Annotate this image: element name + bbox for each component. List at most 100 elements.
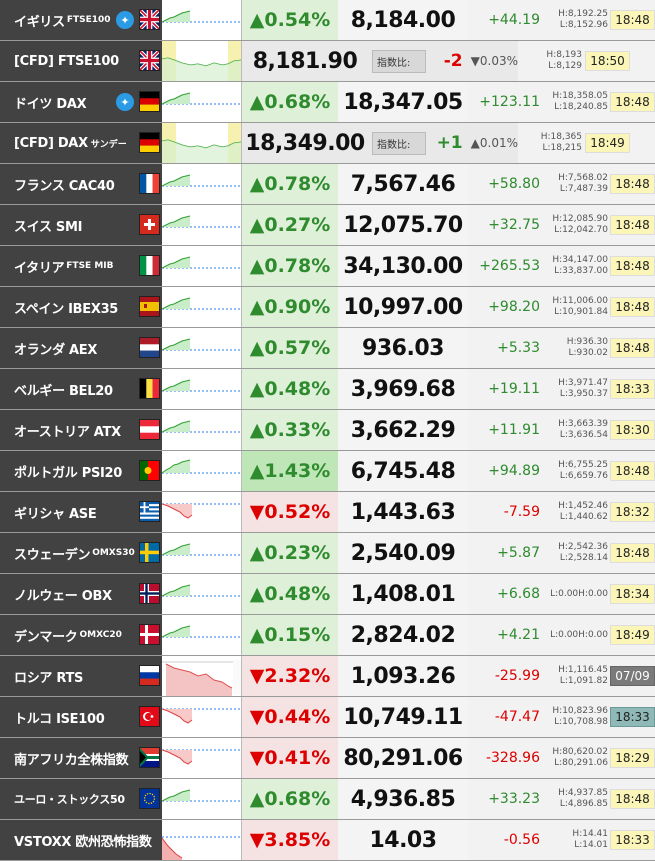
index-name-cell[interactable]: トルコ ISE100 bbox=[0, 697, 162, 737]
high-low: H:80,620.02 L:80,291.06 bbox=[546, 738, 610, 778]
day-low: L:3,950.37 bbox=[559, 389, 608, 399]
index-row[interactable]: ドイツ DAX ✦ ▲0.68% 18,347.05 +123.11 H:18,358.0… bbox=[0, 82, 655, 123]
intraday-chart[interactable] bbox=[162, 738, 242, 778]
index-row[interactable]: ポルトガル PSI20 ▲1.43% 6,745.48 +94.89 H:6,755.2… bbox=[0, 451, 655, 492]
intraday-chart[interactable] bbox=[162, 615, 242, 655]
index-name: ユーロ・ストックス50 bbox=[14, 793, 125, 806]
index-name-sub: サンデー bbox=[90, 139, 127, 150]
update-time-cell: 18:29 bbox=[610, 738, 655, 778]
index-name-cell[interactable]: ロシア RTS bbox=[0, 656, 162, 696]
index-name-cell[interactable]: スイス SMI bbox=[0, 205, 162, 245]
intraday-chart[interactable] bbox=[162, 287, 242, 327]
index-name: ノルウェー OBX bbox=[14, 588, 112, 604]
twitter-icon[interactable]: ✦ bbox=[116, 93, 134, 111]
update-time: 18:49 bbox=[610, 625, 655, 645]
intraday-chart[interactable] bbox=[162, 246, 242, 286]
index-name: スイス SMI bbox=[14, 219, 83, 235]
index-row[interactable]: ベルギー BEL20 ▲0.48% 3,969.68 +19.11 H:3,971.47… bbox=[0, 369, 655, 410]
index-row[interactable]: オーストリア ATX ▲0.33% 3,662.29 +11.91 H:3,663.39… bbox=[0, 410, 655, 451]
cfd-diff-percent: ▲0.01% bbox=[470, 136, 518, 150]
change-points: +32.75 bbox=[488, 217, 540, 233]
index-price: 34,130.00 bbox=[338, 246, 468, 286]
update-time-cell: 18:48 bbox=[610, 533, 655, 573]
index-name-sub: FTSE MIB bbox=[66, 261, 114, 271]
intraday-chart[interactable] bbox=[162, 574, 242, 614]
intraday-chart[interactable] bbox=[162, 369, 242, 409]
index-name-cell[interactable]: ノルウェー OBX bbox=[0, 574, 162, 614]
index-name: 南アフリカ全株指数 bbox=[14, 752, 129, 768]
day-high: H:1,116.45 bbox=[558, 665, 608, 675]
high-low: H:18,365 L:18,215 bbox=[518, 123, 584, 163]
intraday-chart[interactable] bbox=[162, 41, 242, 81]
index-row[interactable]: イタリア FTSE MIB ▲0.78% 34,130.00 +265.53 H:34,1… bbox=[0, 246, 655, 287]
index-price: 2,540.09 bbox=[338, 533, 468, 573]
day-high: H:2,542.36 bbox=[558, 542, 608, 552]
index-name: スペイン IBEX35 bbox=[14, 301, 119, 317]
intraday-chart[interactable] bbox=[162, 205, 242, 245]
index-row[interactable]: デンマーク OMXC20 ▲0.15% 2,824.02 +4.21 L:0.00H:0.… bbox=[0, 615, 655, 656]
twitter-icon[interactable]: ✦ bbox=[116, 11, 134, 29]
intraday-chart[interactable] bbox=[162, 164, 242, 204]
update-time-cell: 18:48 bbox=[610, 164, 655, 204]
intraday-chart[interactable] bbox=[162, 451, 242, 491]
index-name: トルコ ISE100 bbox=[14, 711, 105, 727]
intraday-chart[interactable] bbox=[162, 533, 242, 573]
index-name-cell[interactable]: [CFD] DAX サンデー bbox=[0, 123, 162, 163]
update-time-cell: 18:48 bbox=[610, 205, 655, 245]
index-row[interactable]: イギリス FTSE100 ✦ ▲0.54% 8,184.00 +44.19 H:8,192.… bbox=[0, 0, 655, 41]
index-row[interactable]: スウェーデン OMXS30 ▲0.23% 2,540.09 +5.87 H:2,542.3… bbox=[0, 533, 655, 574]
intraday-chart[interactable] bbox=[162, 328, 242, 368]
day-low: L:12,042.70 bbox=[554, 225, 608, 235]
index-row[interactable]: ギリシャ ASE ▼0.52% 1,443.63 -7.59 H:1,452.46 L:1… bbox=[0, 492, 655, 533]
index-row[interactable]: スペイン IBEX35 ▲0.90% 10,997.00 +98.20 H:11,006… bbox=[0, 287, 655, 328]
intraday-chart[interactable] bbox=[162, 779, 242, 819]
index-row[interactable]: オランダ AEX ▲0.57% 936.03 +5.33 H:936.30 L:930.0… bbox=[0, 328, 655, 369]
change-percent: ▲0.23% bbox=[242, 533, 338, 573]
index-row[interactable]: ユーロ・ストックス50 ▲0.68% 4,936.85 +33.23 H:4,937.8… bbox=[0, 779, 655, 820]
index-name-cell[interactable]: デンマーク OMXC20 bbox=[0, 615, 162, 655]
index-name-cell[interactable]: ポルトガル PSI20 bbox=[0, 451, 162, 491]
high-low: H:6,755.25 L:6,659.76 bbox=[546, 451, 610, 491]
index-name-cell[interactable]: ベルギー BEL20 bbox=[0, 369, 162, 409]
index-name-cell[interactable]: ユーロ・ストックス50 bbox=[0, 779, 162, 819]
index-name-cell[interactable]: イギリス FTSE100 ✦ bbox=[0, 0, 162, 40]
index-name-cell[interactable]: イタリア FTSE MIB bbox=[0, 246, 162, 286]
index-row[interactable]: [CFD] FTSE100 8,181.90 指数比: -2 ▼0.03% H:8,193… bbox=[0, 41, 655, 82]
index-name-cell[interactable]: オーストリア ATX bbox=[0, 410, 162, 450]
intraday-chart[interactable] bbox=[162, 656, 242, 696]
intraday-chart[interactable] bbox=[162, 697, 242, 737]
intraday-chart[interactable] bbox=[162, 123, 242, 163]
day-high: H:1,452.46 bbox=[558, 501, 608, 511]
index-row[interactable]: トルコ ISE100 ▼0.44% 10,749.11 -47.47 H:10,823.… bbox=[0, 697, 655, 738]
index-name-cell[interactable]: スウェーデン OMXS30 bbox=[0, 533, 162, 573]
intraday-chart[interactable] bbox=[162, 820, 242, 860]
index-row[interactable]: ロシア RTS ▼2.32% 1,093.26 -25.99 H:1,116.45 L:1… bbox=[0, 656, 655, 697]
index-row[interactable]: [CFD] DAX サンデー 18,349.00 指数比: +1 ▲0.01% H:18,3… bbox=[0, 123, 655, 164]
intraday-chart[interactable] bbox=[162, 82, 242, 122]
index-row[interactable]: フランス CAC40 ▲0.78% 7,567.46 +58.80 H:7,568.02… bbox=[0, 164, 655, 205]
intraday-chart[interactable] bbox=[162, 0, 242, 40]
update-time-cell: 18:48 bbox=[610, 0, 655, 40]
change-points: +265.53 bbox=[479, 258, 540, 274]
index-row[interactable]: 南アフリカ全株指数 ▼0.41% 80,291.06 -328.96 H:80,620.… bbox=[0, 738, 655, 779]
index-name-cell[interactable]: スペイン IBEX35 bbox=[0, 287, 162, 327]
update-time: 18:33 bbox=[610, 707, 655, 727]
high-low: H:11,006.00 L:10,901.84 bbox=[546, 287, 610, 327]
index-row[interactable]: VSTOXX 欧州恐怖指数 ▼3.85% 14.03 -0.56 H:14.41 L:14… bbox=[0, 820, 655, 861]
index-row[interactable]: スイス SMI ▲0.27% 12,075.70 +32.75 H:12,085.90 L… bbox=[0, 205, 655, 246]
update-time: 18:48 bbox=[610, 338, 655, 358]
ch-flag-icon bbox=[139, 214, 160, 235]
index-name-cell[interactable]: 南アフリカ全株指数 bbox=[0, 738, 162, 778]
intraday-chart[interactable] bbox=[162, 492, 242, 532]
index-name-cell[interactable]: ギリシャ ASE bbox=[0, 492, 162, 532]
change-points: -7.59 bbox=[503, 504, 540, 520]
index-name-cell[interactable]: オランダ AEX bbox=[0, 328, 162, 368]
intraday-chart[interactable] bbox=[162, 410, 242, 450]
index-name-cell[interactable]: VSTOXX 欧州恐怖指数 bbox=[0, 820, 162, 860]
index-name-cell[interactable]: [CFD] FTSE100 bbox=[0, 41, 162, 81]
index-name-cell[interactable]: ドイツ DAX ✦ bbox=[0, 82, 162, 122]
index-name-cell[interactable]: フランス CAC40 bbox=[0, 164, 162, 204]
index-price: 1,093.26 bbox=[338, 656, 468, 696]
index-row[interactable]: ノルウェー OBX ▲0.48% 1,408.01 +6.68 L:0.00H:0.00… bbox=[0, 574, 655, 615]
update-time: 18:48 bbox=[610, 461, 655, 481]
